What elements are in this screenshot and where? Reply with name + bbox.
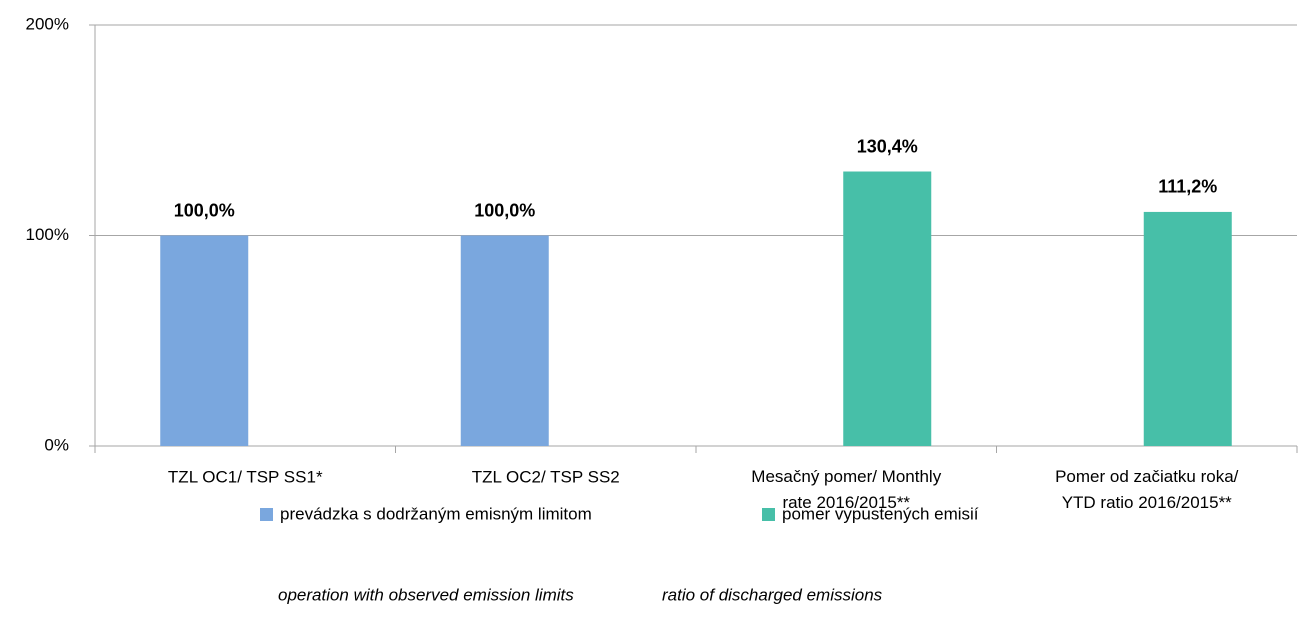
legend-swatch [260, 508, 273, 521]
value-label: 100,0% [174, 200, 235, 220]
bar [1143, 211, 1232, 446]
bar [160, 235, 249, 446]
annotation: operation with observed emission limits [278, 585, 574, 604]
x-tick-label: Pomer od začiatku roka/YTD ratio 2016/20… [1055, 467, 1239, 512]
annotation: ratio of discharged emissions [662, 585, 883, 604]
x-tick-label: TZL OC1/ TSP SS1* [168, 467, 323, 486]
x-tick-label: Mesačný pomer/ Monthly rate 2016/2015** [751, 467, 941, 512]
x-tick-label: TZL OC2/ TSP SS2 [472, 467, 620, 486]
value-label: 111,2% [1158, 177, 1217, 197]
y-tick-label: 100% [26, 225, 69, 244]
legend-label: pomer vypustených emisií [782, 504, 979, 523]
bar [843, 171, 932, 446]
legend-label: prevádzka s dodržaným emisným limitom [280, 504, 592, 523]
value-label: 130,4% [857, 136, 918, 156]
y-tick-label: 0% [44, 435, 69, 454]
legend-swatch [762, 508, 775, 521]
value-label: 100,0% [474, 200, 535, 220]
y-tick-label: 200% [26, 14, 69, 33]
bar [460, 235, 549, 446]
